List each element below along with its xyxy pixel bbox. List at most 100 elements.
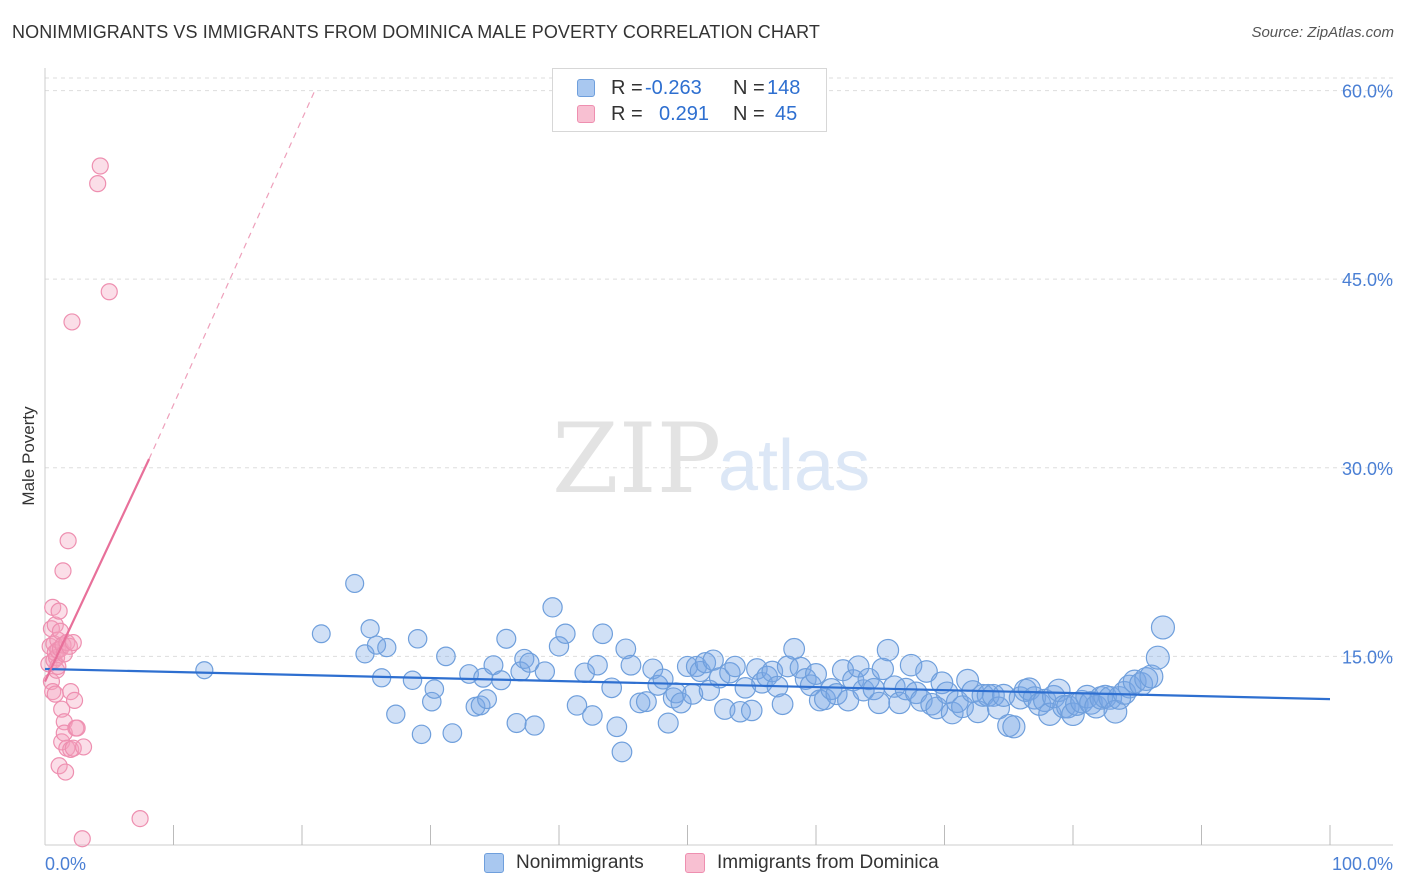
point-nonimmigrants — [657, 712, 679, 734]
bottom-legend-label: Nonimmigrants — [516, 852, 644, 873]
legend-r-value: -0.263 — [645, 77, 702, 99]
series-nonimmigrants — [195, 573, 1176, 763]
point-nonimmigrants — [734, 677, 757, 699]
point-nonimmigrants — [611, 741, 633, 763]
point-nonimmigrants — [740, 699, 763, 722]
legend-r-key: R = — [611, 103, 643, 125]
point-nonimmigrants — [421, 691, 442, 712]
point-nonimmigrants — [915, 660, 938, 683]
point-immigrants-dominica — [56, 763, 75, 781]
trend-line-immigrants-dominica-extension — [148, 90, 316, 460]
trend-line-immigrants-dominica — [44, 458, 151, 683]
point-nonimmigrants — [566, 695, 588, 716]
point-nonimmigrants — [888, 691, 911, 715]
point-immigrants-dominica — [50, 602, 68, 620]
point-nonimmigrants — [825, 683, 848, 706]
y-tick-label: 60.0% — [1342, 82, 1393, 102]
point-nonimmigrants — [506, 712, 527, 734]
point-immigrants-dominica — [131, 809, 149, 828]
y-tick-label: 15.0% — [1342, 647, 1393, 667]
x-tick-label: 0.0% — [45, 854, 86, 874]
source-label: Source: ZipAtlas.com — [1251, 24, 1394, 41]
trend-line-nonimmigrants — [44, 667, 1331, 701]
x-tick-labels: 0.0% 100.0% — [45, 854, 1393, 874]
point-nonimmigrants — [442, 723, 463, 743]
point-nonimmigrants — [195, 661, 214, 680]
point-nonimmigrants — [519, 652, 540, 673]
point-nonimmigrants — [981, 683, 1005, 707]
y-tick-label: 30.0% — [1342, 459, 1393, 479]
correlation-legend: R = -0.263 N = 148 R = 0.291 N = 45 — [552, 68, 827, 132]
series-immigrants-dominica — [40, 157, 149, 848]
trend-lines — [44, 90, 1331, 701]
point-immigrants-dominica — [89, 175, 107, 193]
point-nonimmigrants — [676, 655, 699, 678]
chart-title: NONIMMIGRANTS VS IMMIGRANTS FROM DOMINIC… — [12, 22, 820, 42]
point-nonimmigrants — [804, 662, 827, 685]
point-nonimmigrants — [436, 646, 456, 667]
legend-swatch-nonimmigrants — [577, 79, 595, 97]
point-nonimmigrants — [783, 637, 806, 660]
point-nonimmigrants — [629, 692, 651, 714]
point-nonimmigrants — [729, 700, 751, 723]
point-nonimmigrants — [345, 573, 365, 594]
point-nonimmigrants — [708, 667, 731, 689]
point-immigrants-dominica — [46, 685, 64, 703]
point-nonimmigrants — [534, 661, 556, 682]
point-immigrants-dominica — [50, 757, 68, 775]
point-nonimmigrants — [477, 689, 498, 710]
point-nonimmigrants — [1145, 645, 1170, 670]
legend-n-value: 148 — [767, 77, 801, 99]
point-immigrants-dominica — [62, 682, 80, 701]
point-nonimmigrants — [411, 724, 432, 745]
point-nonimmigrants — [555, 623, 576, 644]
point-nonimmigrants — [986, 696, 1011, 720]
bottom-legend-label: Immigrants from Dominica — [717, 852, 939, 873]
axes-layer — [44, 68, 1393, 846]
point-immigrants-dominica — [73, 830, 91, 848]
y-axis-title: Male Poverty — [19, 406, 38, 506]
point-immigrants-dominica — [65, 691, 84, 710]
point-nonimmigrants — [542, 597, 563, 618]
legend-n-key: N = — [733, 77, 765, 99]
point-nonimmigrants — [601, 677, 623, 699]
point-immigrants-dominica — [74, 738, 93, 756]
y-tick-label: 45.0% — [1342, 270, 1393, 290]
point-immigrants-dominica — [100, 283, 118, 301]
legend-swatch-immigrants-dominica — [577, 105, 595, 123]
point-immigrants-dominica — [59, 532, 77, 550]
point-nonimmigrants — [615, 638, 637, 660]
point-nonimmigrants — [867, 691, 891, 715]
legend-r-value: 0.291 — [659, 103, 710, 125]
point-immigrants-dominica — [53, 700, 71, 718]
point-nonimmigrants — [876, 638, 900, 662]
point-nonimmigrants — [524, 715, 545, 736]
point-immigrants-dominica — [63, 313, 81, 331]
point-immigrants-dominica — [54, 562, 72, 580]
point-nonimmigrants — [899, 653, 923, 677]
legend-n-key: N = — [733, 103, 765, 125]
point-immigrants-dominica — [44, 682, 62, 701]
point-nonimmigrants — [620, 654, 642, 676]
point-nonimmigrants — [694, 652, 717, 674]
point-nonimmigrants — [311, 624, 331, 644]
bottom-legend-swatch-nonimmigrants — [484, 853, 504, 873]
point-nonimmigrants — [496, 628, 517, 649]
point-immigrants-dominica — [68, 719, 86, 737]
point-nonimmigrants — [360, 619, 380, 639]
point-nonimmigrants — [1002, 715, 1026, 739]
point-nonimmigrants — [424, 679, 445, 699]
point-nonimmigrants — [402, 670, 423, 691]
watermark-atlas: atlas — [718, 426, 870, 506]
point-nonimmigrants — [1098, 685, 1123, 710]
point-nonimmigrants — [582, 705, 603, 726]
legend-n-value: 45 — [775, 103, 798, 125]
point-nonimmigrants — [587, 654, 608, 676]
point-nonimmigrants — [871, 657, 895, 681]
point-nonimmigrants — [606, 716, 628, 738]
watermark-zip: ZIP — [552, 403, 721, 515]
bottom-legend-swatch-immigrants-dominica — [685, 853, 705, 873]
x-tick-label: 100.0% — [1332, 854, 1393, 874]
point-nonimmigrants — [548, 636, 570, 657]
